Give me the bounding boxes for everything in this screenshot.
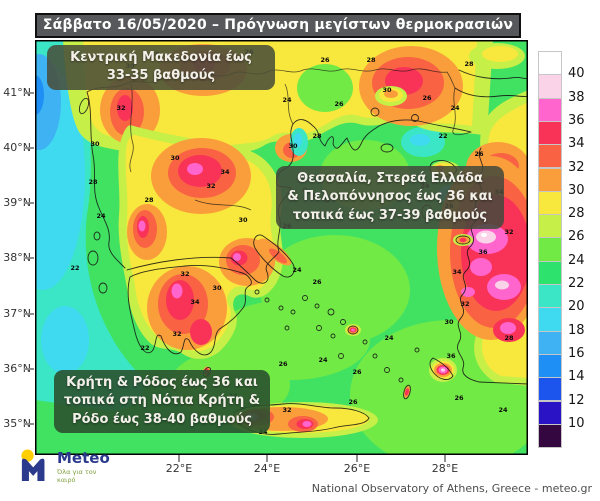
colorbar-tick-label: 34 xyxy=(568,136,585,152)
colorbar-cell xyxy=(538,400,562,425)
annotation-central-macedonia: Κεντρική Μακεδονία έως 33-35 βαθμούς xyxy=(47,45,275,90)
lat-tick-label: 35°N xyxy=(3,417,31,430)
lat-tick-label: 36°N xyxy=(3,362,31,375)
central-greece-heat xyxy=(118,125,292,359)
lon-tick-label: 24°E xyxy=(253,462,281,475)
colorbar-cell xyxy=(538,377,562,402)
colorbar-tick-label: 10 xyxy=(568,415,585,431)
colorbar-tick-label: 12 xyxy=(568,392,585,408)
colorbar-cell xyxy=(538,144,562,169)
colorbar-tick-label: 38 xyxy=(568,89,585,105)
light-green-patches xyxy=(170,140,528,455)
colorbar-cell xyxy=(538,330,562,355)
colorbar-cell xyxy=(538,237,562,262)
colorbar-cell xyxy=(538,284,562,309)
lat-tick-mark xyxy=(24,92,34,94)
colorbar-tick-label: 32 xyxy=(568,159,585,175)
ionian-cool-band xyxy=(35,40,144,411)
colorbar-cell xyxy=(538,167,562,192)
colorbar-cell xyxy=(538,307,562,332)
colorbar-cell xyxy=(538,260,562,285)
colorbar-tick-label: 14 xyxy=(568,369,585,385)
colorbar-cell xyxy=(538,120,562,146)
colorbar-tick-label: 30 xyxy=(568,182,585,198)
lat-tick-label: 38°N xyxy=(3,251,31,264)
lon-tick-label: 28°E xyxy=(431,462,459,475)
lat-tick-label: 41°N xyxy=(3,86,31,99)
colorbar-tick-label: 24 xyxy=(568,252,585,268)
logo-tagline: Όλα για τον καιρό xyxy=(57,468,97,485)
lat-tick-label: 37°N xyxy=(3,307,31,320)
colorbar-tick-label: 40 xyxy=(568,66,585,82)
annotation-crete-rhodes: Κρήτη & Ρόδος έως 36 και τοπικά στη Νότι… xyxy=(54,370,270,434)
colorbar-cell xyxy=(538,74,562,99)
logo-text: Meteo Όλα για τον καιρό xyxy=(57,448,110,485)
colorbar-tick-label: 18 xyxy=(568,322,585,338)
colorbar-cell xyxy=(538,97,562,122)
lat-tick-mark xyxy=(24,368,34,370)
lat-tick-mark xyxy=(24,257,34,259)
lat-tick-label: 40°N xyxy=(3,141,31,154)
colorbar-tick-label: 16 xyxy=(568,345,585,361)
lat-tick-mark xyxy=(24,313,34,315)
lat-tick-mark xyxy=(24,423,34,425)
lon-tick-label: 26°E xyxy=(343,462,371,475)
colorbar-cell xyxy=(538,51,562,76)
map-frame xyxy=(35,40,528,455)
logo-name: Meteo xyxy=(57,449,110,467)
lon-tick-mark xyxy=(178,455,180,462)
lon-tick-mark xyxy=(356,455,358,462)
meteo-m-icon xyxy=(21,449,45,482)
meteo-logo: Meteo Όλα για τον καιρό xyxy=(20,448,110,490)
colorbar-tick-label: 36 xyxy=(568,112,585,128)
colorbar-tick-label: 22 xyxy=(568,276,585,291)
colorbar-cell xyxy=(538,423,562,449)
page-title: Σάββατο 16/05/2020 – Πρόγνωση μεγίστων θ… xyxy=(35,13,521,38)
lon-tick-label: 22°E xyxy=(165,462,193,475)
lat-tick-label: 39°N xyxy=(3,196,31,209)
lat-tick-mark xyxy=(24,147,34,149)
colorbar-tick-label: 20 xyxy=(568,299,585,315)
colorbar-cell xyxy=(538,190,562,216)
lon-tick-mark xyxy=(444,455,446,462)
colorbar-tick-label: 28 xyxy=(568,206,585,222)
annotation-thessaly-peloponnese: Θεσσαλία, Στερεά Ελλάδα & Πελοπόννησος έ… xyxy=(276,166,504,230)
lon-tick-mark xyxy=(266,455,268,462)
lat-tick-mark xyxy=(24,202,34,204)
colorbar-tick-label: 26 xyxy=(568,229,585,245)
attribution-text: National Observatory of Athens, Greece -… xyxy=(311,482,592,495)
colorbar-cell xyxy=(538,353,562,379)
colorbar-cell xyxy=(538,214,562,239)
